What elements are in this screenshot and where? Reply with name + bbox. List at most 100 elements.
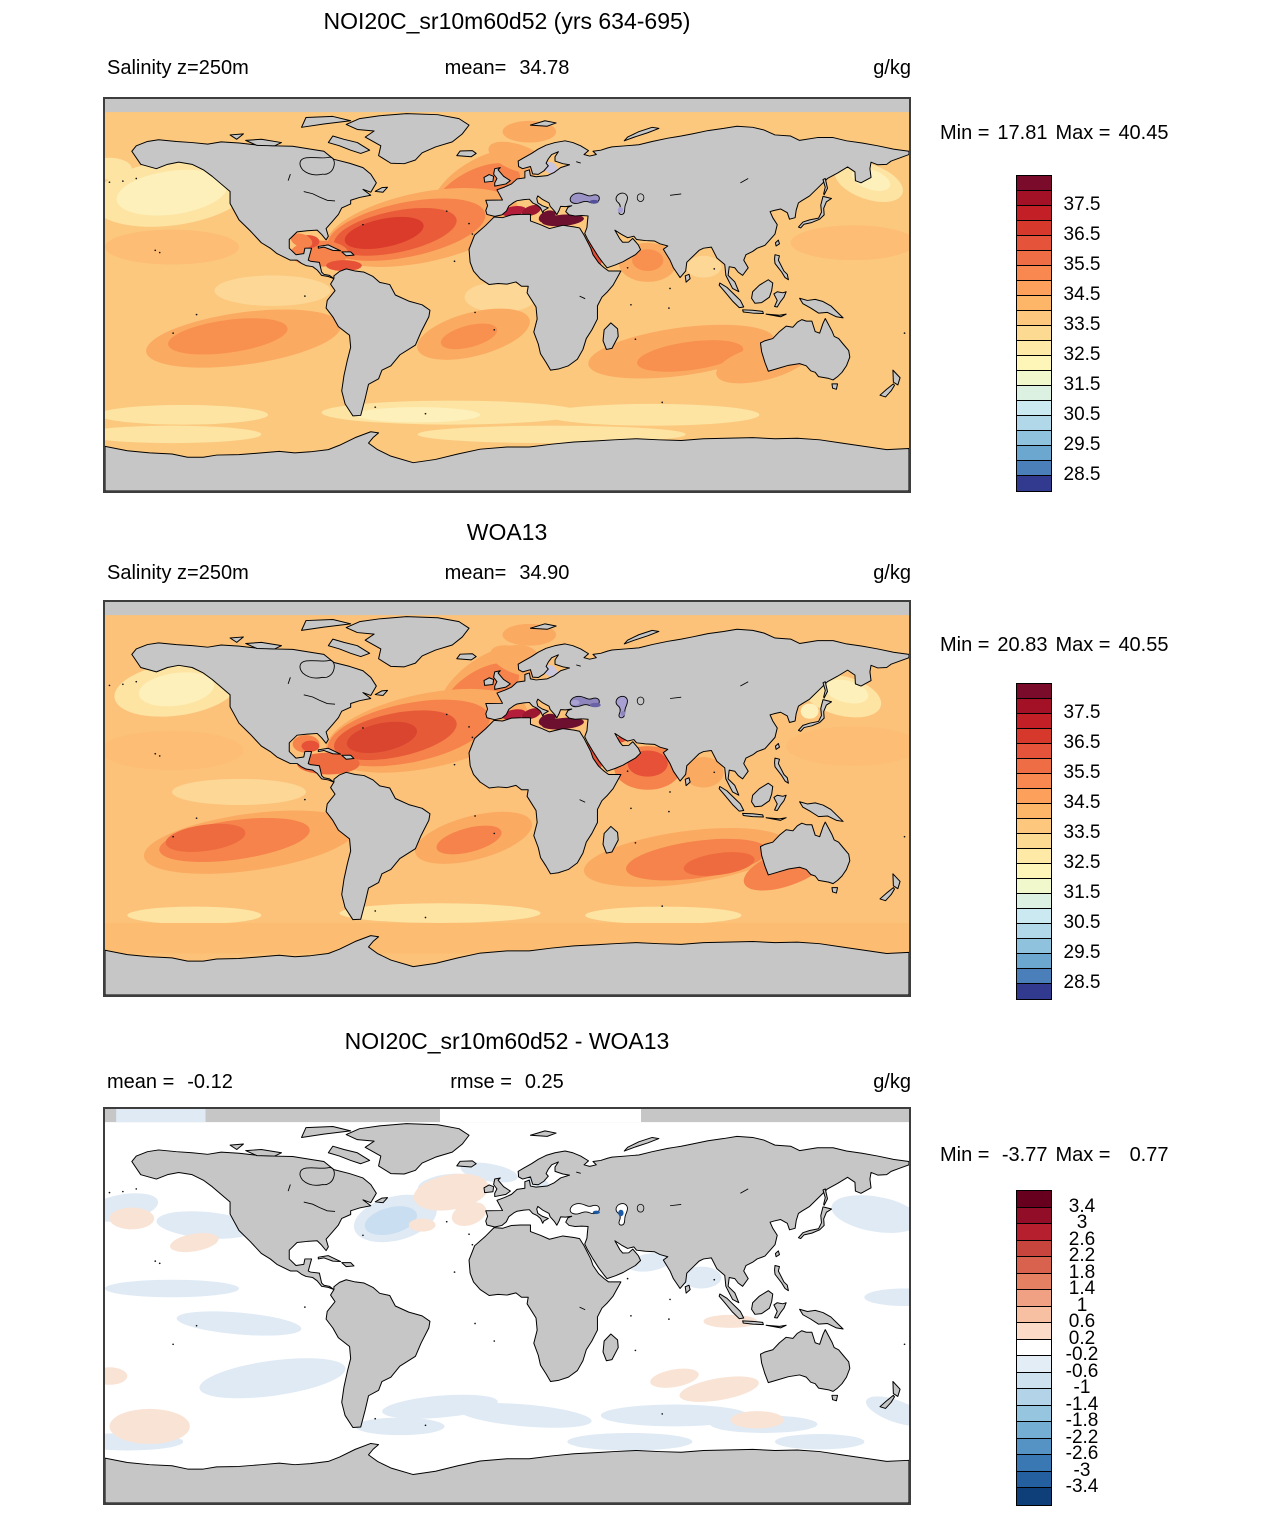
colorbar-segment — [1017, 461, 1051, 476]
world-map-svg — [105, 602, 909, 995]
panel3-rmse-value: 0.25 — [524, 1071, 564, 1093]
colorbar-segment — [1017, 1455, 1051, 1472]
panel2-min-label: Min = — [940, 634, 990, 656]
colorbar-tick-label: 28.5 — [1063, 464, 1101, 485]
colorbar-tick-label: 33.5 — [1063, 314, 1101, 335]
panel2-max-value: 40.55 — [1118, 634, 1169, 656]
colorbar-tick-label: 36.5 — [1063, 732, 1101, 753]
colorbar-segment — [1017, 984, 1051, 999]
colorbar-tick-label: -1.8 — [1065, 1410, 1099, 1431]
colorbar-tick-label: 32.5 — [1063, 344, 1101, 365]
colorbar-segment — [1017, 729, 1051, 744]
colorbar-segment — [1017, 1224, 1051, 1241]
panel3-title: NOI20C_sr10m60d52 - WOA13 — [344, 1028, 670, 1054]
panel3-mean-label: mean = — [107, 1071, 175, 1093]
colorbar-segment — [1017, 1471, 1051, 1488]
colorbar-segment — [1017, 1306, 1051, 1323]
colorbar-tick-label: 28.5 — [1063, 972, 1101, 993]
colorbar-tick-label: -0.2 — [1065, 1344, 1099, 1365]
panel2-min-value: 20.83 — [997, 634, 1048, 656]
colorbar-segment — [1017, 879, 1051, 894]
colorbar-segment — [1017, 416, 1051, 431]
colorbar-segment — [1017, 431, 1051, 446]
world-map-svg — [105, 99, 909, 491]
colorbar-tick-label: 29.5 — [1063, 942, 1101, 963]
panel3-min-label: Min = — [940, 1144, 990, 1166]
panel3-max-value: 0.77 — [1129, 1144, 1169, 1166]
colorbar-tick-label: 1 — [1076, 1294, 1088, 1316]
colorbar-segment — [1017, 894, 1051, 909]
colorbar-segment — [1017, 789, 1051, 804]
panel3-rmse-label: rmse = — [450, 1071, 512, 1093]
panel2-left-label: Salinity z=250m — [107, 562, 249, 584]
colorbar-segment — [1017, 954, 1051, 969]
colorbar-segment — [1017, 744, 1051, 759]
colorbar-segment — [1017, 759, 1051, 774]
colorbar-segment — [1017, 311, 1051, 326]
colorbar-segment — [1017, 849, 1051, 864]
colorbar-segment — [1017, 909, 1051, 924]
colorbar-tick-label: 30.5 — [1063, 912, 1101, 933]
colorbar-tick-label: -1.4 — [1065, 1393, 1099, 1415]
panel1-title: NOI20C_sr10m60d52 (yrs 634-695) — [323, 8, 691, 34]
colorbar-tick-label: -2.6 — [1065, 1443, 1099, 1464]
colorbar-segment — [1017, 819, 1051, 834]
colorbar-segment — [1017, 326, 1051, 341]
colorbar-tick-label: 0.2 — [1068, 1327, 1096, 1349]
colorbar-segment — [1017, 476, 1051, 491]
colorbar-tick-label: 35.5 — [1063, 762, 1101, 783]
panel1-colorbar: 37.5 36.5 35.5 34.5 33.5 32.5 31.5 30.5 29.5 28.5 — [1016, 175, 1146, 510]
panel2-title: WOA13 — [466, 519, 548, 545]
colorbar-segment — [1017, 699, 1051, 714]
panel1-mean: mean= 34.78 — [103, 57, 911, 80]
panel1-min-value: 17.81 — [997, 122, 1048, 144]
colorbar-segment — [1017, 969, 1051, 984]
panel1-mean-label: mean= — [444, 57, 507, 79]
colorbar-tick-label: -0.6 — [1065, 1360, 1099, 1382]
colorbar-segment — [1017, 834, 1051, 849]
colorbar-tick-label: -3.4 — [1065, 1476, 1099, 1497]
panel2-mean-label: mean= — [444, 562, 507, 584]
colorbar-tick-label: 2.6 — [1068, 1228, 1096, 1250]
colorbar-tick-label: 29.5 — [1063, 434, 1101, 455]
colorbar-tick-label: 1.8 — [1068, 1261, 1096, 1283]
colorbar-segment — [1017, 266, 1051, 281]
colorbar-segment — [1017, 1438, 1051, 1455]
colorbar-segment — [1017, 446, 1051, 461]
panel2-colorbar: 37.5 36.5 35.5 34.5 33.5 32.5 31.5 30.5 29.5 28.5 — [1016, 683, 1146, 1018]
map-difference — [103, 1107, 911, 1505]
colorbar-tick-label: -1 — [1073, 1377, 1091, 1398]
colorbar-segment — [1017, 1372, 1051, 1389]
colorbar-tick-label: -2.2 — [1065, 1426, 1099, 1448]
colorbar-tick-label: 33.5 — [1063, 822, 1101, 843]
colorbar-tick-label: 0.6 — [1068, 1311, 1096, 1332]
colorbar-tick-label: 31.5 — [1063, 882, 1101, 903]
colorbar-segment — [1017, 1290, 1051, 1307]
map-model-salinity — [103, 97, 911, 493]
panel3-mean-value: -0.12 — [187, 1071, 233, 1093]
panel3-units: g/kg — [873, 1071, 911, 1093]
colorbar-segment — [1017, 714, 1051, 729]
colorbar-segment — [1017, 1356, 1051, 1373]
colorbar-segment — [1017, 401, 1051, 416]
colorbar-tick-label: 31.5 — [1063, 374, 1101, 395]
colorbar-segment — [1017, 684, 1051, 699]
panel1-minmax: Min = 17.81 Max = 40.45 — [940, 122, 1169, 145]
colorbar-tick-label: 1.4 — [1068, 1278, 1096, 1299]
colorbar-segment — [1017, 1339, 1051, 1356]
colorbar-segment — [1017, 341, 1051, 356]
panel2-variable-label: Salinity z=250m — [107, 562, 262, 585]
panel1-min-label: Min = — [940, 122, 990, 144]
colorbar-segment — [1017, 1323, 1051, 1340]
panel3-min-value: -3.77 — [1001, 1144, 1048, 1166]
colorbar-segment — [1017, 236, 1051, 251]
colorbar-segment — [1017, 1257, 1051, 1274]
colorbar-segment — [1017, 1488, 1051, 1505]
colorbar-tick-label: -3 — [1073, 1459, 1091, 1481]
colorbar-segment — [1017, 296, 1051, 311]
panel3-rmse: rmse = 0.25 — [103, 1071, 911, 1094]
colorbar-segment — [1017, 1422, 1051, 1439]
colorbar-segment — [1017, 221, 1051, 236]
colorbar-segment — [1017, 924, 1051, 939]
colorbar-tick-label: 36.5 — [1063, 224, 1101, 245]
